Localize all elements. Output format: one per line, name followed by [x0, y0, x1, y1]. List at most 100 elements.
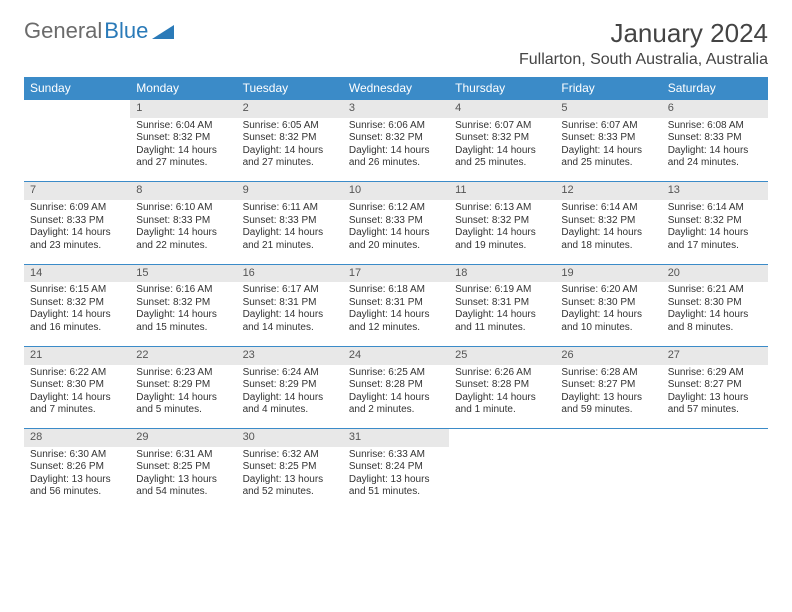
day-number: 24 [343, 346, 449, 364]
daylight-text: Daylight: 14 hours and 24 minutes. [668, 145, 762, 170]
daylight-text: Daylight: 14 hours and 21 minutes. [243, 227, 337, 252]
day-cell: Sunrise: 6:14 AMSunset: 8:32 PMDaylight:… [662, 200, 768, 264]
day-header: Friday [555, 77, 661, 100]
daylight-text: Daylight: 13 hours and 56 minutes. [30, 474, 124, 499]
daylight-text: Daylight: 14 hours and 1 minute. [455, 392, 549, 417]
sunrise-text: Sunrise: 6:21 AM [668, 284, 762, 297]
day-number: 11 [449, 182, 555, 200]
day-number: 20 [662, 264, 768, 282]
sunset-text: Sunset: 8:33 PM [349, 215, 443, 228]
day-cell: Sunrise: 6:33 AMSunset: 8:24 PMDaylight:… [343, 447, 449, 511]
sunrise-text: Sunrise: 6:33 AM [349, 449, 443, 462]
day-number: 3 [343, 100, 449, 118]
day-number: 22 [130, 346, 236, 364]
sunset-text: Sunset: 8:33 PM [136, 215, 230, 228]
day-number [555, 429, 661, 447]
sunset-text: Sunset: 8:32 PM [455, 132, 549, 145]
sunrise-text: Sunrise: 6:28 AM [561, 367, 655, 380]
daylight-text: Daylight: 14 hours and 14 minutes. [243, 309, 337, 334]
sunset-text: Sunset: 8:32 PM [561, 215, 655, 228]
day-cell: Sunrise: 6:06 AMSunset: 8:32 PMDaylight:… [343, 118, 449, 182]
day-cell: Sunrise: 6:20 AMSunset: 8:30 PMDaylight:… [555, 282, 661, 346]
day-cell: Sunrise: 6:13 AMSunset: 8:32 PMDaylight:… [449, 200, 555, 264]
daylight-text: Daylight: 14 hours and 15 minutes. [136, 309, 230, 334]
sunrise-text: Sunrise: 6:10 AM [136, 202, 230, 215]
day-cell: Sunrise: 6:12 AMSunset: 8:33 PMDaylight:… [343, 200, 449, 264]
sunset-text: Sunset: 8:31 PM [349, 297, 443, 310]
sunset-text: Sunset: 8:29 PM [243, 379, 337, 392]
sunrise-text: Sunrise: 6:13 AM [455, 202, 549, 215]
day-cell: Sunrise: 6:24 AMSunset: 8:29 PMDaylight:… [237, 365, 343, 429]
sunrise-text: Sunrise: 6:09 AM [30, 202, 124, 215]
day-cell: Sunrise: 6:29 AMSunset: 8:27 PMDaylight:… [662, 365, 768, 429]
sunset-text: Sunset: 8:32 PM [30, 297, 124, 310]
sunset-text: Sunset: 8:25 PM [243, 461, 337, 474]
day-number: 6 [662, 100, 768, 118]
daylight-text: Daylight: 14 hours and 5 minutes. [136, 392, 230, 417]
sunrise-text: Sunrise: 6:17 AM [243, 284, 337, 297]
day-number: 13 [662, 182, 768, 200]
day-cell [449, 447, 555, 511]
day-number-row: 123456 [24, 100, 768, 118]
sunrise-text: Sunrise: 6:07 AM [455, 120, 549, 133]
sunrise-text: Sunrise: 6:08 AM [668, 120, 762, 133]
day-cell: Sunrise: 6:18 AMSunset: 8:31 PMDaylight:… [343, 282, 449, 346]
daylight-text: Daylight: 14 hours and 10 minutes. [561, 309, 655, 334]
day-number [662, 429, 768, 447]
sunset-text: Sunset: 8:28 PM [349, 379, 443, 392]
sunrise-text: Sunrise: 6:16 AM [136, 284, 230, 297]
day-number-row: 28293031 [24, 429, 768, 447]
sunset-text: Sunset: 8:29 PM [136, 379, 230, 392]
day-header: Saturday [662, 77, 768, 100]
daylight-text: Daylight: 14 hours and 17 minutes. [668, 227, 762, 252]
day-number: 9 [237, 182, 343, 200]
day-number: 31 [343, 429, 449, 447]
day-cell: Sunrise: 6:08 AMSunset: 8:33 PMDaylight:… [662, 118, 768, 182]
daylight-text: Daylight: 14 hours and 8 minutes. [668, 309, 762, 334]
sunrise-text: Sunrise: 6:24 AM [243, 367, 337, 380]
sunrise-text: Sunrise: 6:14 AM [668, 202, 762, 215]
day-cell: Sunrise: 6:16 AMSunset: 8:32 PMDaylight:… [130, 282, 236, 346]
day-cell: Sunrise: 6:14 AMSunset: 8:32 PMDaylight:… [555, 200, 661, 264]
daylight-text: Daylight: 14 hours and 27 minutes. [243, 145, 337, 170]
day-cell: Sunrise: 6:32 AMSunset: 8:25 PMDaylight:… [237, 447, 343, 511]
sunset-text: Sunset: 8:33 PM [668, 132, 762, 145]
sunset-text: Sunset: 8:26 PM [30, 461, 124, 474]
sunrise-text: Sunrise: 6:06 AM [349, 120, 443, 133]
day-number: 30 [237, 429, 343, 447]
sunrise-text: Sunrise: 6:30 AM [30, 449, 124, 462]
daylight-text: Daylight: 13 hours and 51 minutes. [349, 474, 443, 499]
day-cell: Sunrise: 6:21 AMSunset: 8:30 PMDaylight:… [662, 282, 768, 346]
day-cell: Sunrise: 6:04 AMSunset: 8:32 PMDaylight:… [130, 118, 236, 182]
day-content-row: Sunrise: 6:09 AMSunset: 8:33 PMDaylight:… [24, 200, 768, 264]
sunset-text: Sunset: 8:33 PM [561, 132, 655, 145]
day-cell: Sunrise: 6:23 AMSunset: 8:29 PMDaylight:… [130, 365, 236, 429]
sunset-text: Sunset: 8:27 PM [668, 379, 762, 392]
logo-triangle-icon [152, 23, 174, 39]
day-number: 28 [24, 429, 130, 447]
day-cell: Sunrise: 6:28 AMSunset: 8:27 PMDaylight:… [555, 365, 661, 429]
sunset-text: Sunset: 8:31 PM [243, 297, 337, 310]
sunrise-text: Sunrise: 6:07 AM [561, 120, 655, 133]
day-number: 8 [130, 182, 236, 200]
daylight-text: Daylight: 14 hours and 4 minutes. [243, 392, 337, 417]
daylight-text: Daylight: 14 hours and 12 minutes. [349, 309, 443, 334]
day-number: 1 [130, 100, 236, 118]
sunset-text: Sunset: 8:32 PM [668, 215, 762, 228]
sunrise-text: Sunrise: 6:31 AM [136, 449, 230, 462]
sunset-text: Sunset: 8:32 PM [136, 132, 230, 145]
sunrise-text: Sunrise: 6:12 AM [349, 202, 443, 215]
page-header: GeneralBlue January 2024 Fullarton, Sout… [24, 18, 768, 69]
daylight-text: Daylight: 14 hours and 18 minutes. [561, 227, 655, 252]
day-cell [24, 118, 130, 182]
daylight-text: Daylight: 14 hours and 25 minutes. [561, 145, 655, 170]
day-number [24, 100, 130, 118]
day-number: 7 [24, 182, 130, 200]
daylight-text: Daylight: 14 hours and 22 minutes. [136, 227, 230, 252]
daylight-text: Daylight: 14 hours and 23 minutes. [30, 227, 124, 252]
daylight-text: Daylight: 14 hours and 19 minutes. [455, 227, 549, 252]
day-number: 29 [130, 429, 236, 447]
day-number: 12 [555, 182, 661, 200]
logo: GeneralBlue [24, 18, 174, 44]
daylight-text: Daylight: 14 hours and 26 minutes. [349, 145, 443, 170]
